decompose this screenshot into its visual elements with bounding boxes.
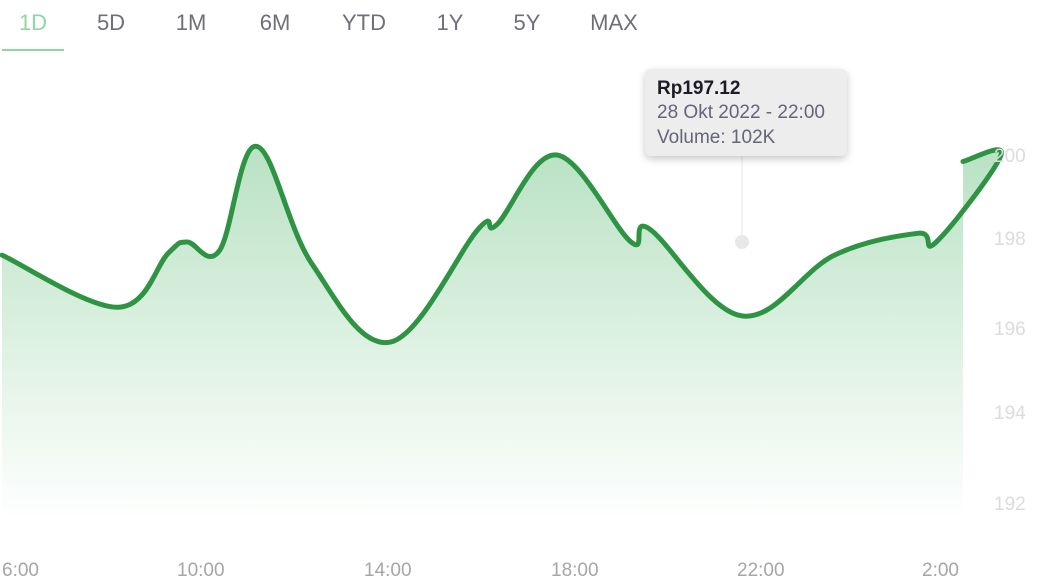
tab-6m[interactable]: 6M xyxy=(259,10,291,35)
hover-point xyxy=(735,235,749,249)
price-area-fill xyxy=(2,146,1002,520)
price-tooltip: Rp197.12 28 Okt 2022 - 22:00 Volume: 102… xyxy=(645,69,847,156)
x-tick-label: 14:00 xyxy=(364,560,412,581)
tooltip-volume: Volume: 102K xyxy=(657,127,776,148)
tab-5d[interactable]: 5D xyxy=(96,10,126,35)
active-tab-indicator xyxy=(2,49,64,51)
tooltip-datetime: 28 Okt 2022 - 22:00 xyxy=(657,102,825,123)
tab-5y[interactable]: 5Y xyxy=(513,10,541,35)
x-tick-label: 6:00 xyxy=(2,560,39,581)
y-tick-label: 194 xyxy=(994,403,1026,424)
x-tick-label: 22:00 xyxy=(737,560,785,581)
x-axis-ticks: 6:00 10:00 14:00 18:00 22:00 2:00 xyxy=(2,560,959,581)
y-tick-label: 192 xyxy=(994,494,1026,515)
price-series-line xyxy=(0,143,1004,346)
x-tick-label: 2:00 xyxy=(922,560,959,581)
x-tick-label: 10:00 xyxy=(177,560,225,581)
y-tick-label: 198 xyxy=(994,229,1026,250)
y-tick-label: 200 xyxy=(994,146,1026,167)
y-tick-label: 196 xyxy=(994,319,1026,340)
tab-1m[interactable]: 1M xyxy=(175,10,207,35)
tab-ytd[interactable]: YTD xyxy=(342,10,386,35)
x-tick-label: 18:00 xyxy=(551,560,599,581)
y-axis-ticks: 200 198 196 194 192 xyxy=(994,146,1026,515)
tab-max[interactable]: MAX xyxy=(590,10,638,35)
tab-1y[interactable]: 1Y xyxy=(436,10,464,35)
tab-1d[interactable]: 1D xyxy=(18,10,48,35)
tooltip-price: Rp197.12 xyxy=(657,78,741,99)
